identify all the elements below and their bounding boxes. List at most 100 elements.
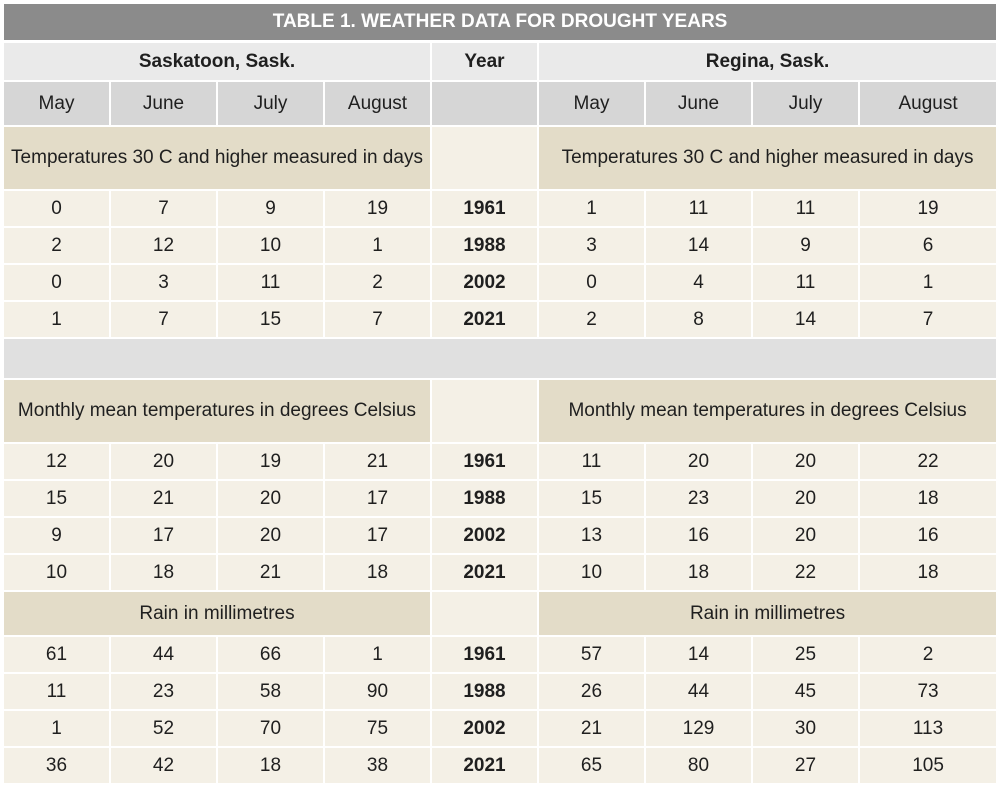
section-year-blank [430, 590, 538, 637]
table-row: 2 12 10 1 1988 3 14 9 6 [4, 226, 997, 264]
saskatoon-value-cell: 2 [4, 226, 110, 264]
year-cell: 1961 [430, 189, 538, 227]
regina-value-cell: 20 [751, 442, 859, 480]
table-row: 61 44 66 1 1961 57 14 25 2 [4, 635, 997, 673]
regina-value-cell: 20 [751, 479, 859, 517]
regina-value-cell: 26 [537, 672, 645, 710]
table-row: 10 18 21 18 2021 10 18 22 18 [4, 553, 997, 591]
section-year-blank [430, 378, 538, 444]
saskatoon-value-cell: 20 [109, 442, 217, 480]
year-cell: 2002 [430, 263, 538, 301]
regina-value-cell: 18 [857, 553, 997, 591]
regina-value-cell: 30 [751, 709, 859, 747]
saskatoon-value-cell: 3 [109, 263, 217, 301]
saskatoon-value-cell: 10 [216, 226, 324, 264]
year-cell: 2021 [430, 300, 538, 338]
regina-value-cell: 2 [537, 300, 645, 338]
table-row: 12 20 19 21 1961 11 20 20 22 [4, 442, 997, 480]
saskatoon-value-cell: 75 [323, 709, 431, 747]
regina-value-cell: 14 [644, 635, 752, 673]
saskatoon-value-cell: 11 [4, 672, 110, 710]
saskatoon-header: Saskatoon, Sask. [4, 41, 431, 82]
year-month-blank [430, 81, 538, 126]
regina-value-cell: 105 [857, 746, 997, 783]
section-header-mean-temperature: Monthly mean temperatures in degrees Cel… [4, 378, 997, 444]
regina-value-cell: 13 [537, 516, 645, 554]
section-label-saskatoon: Temperatures 30 C and higher measured in… [4, 125, 431, 191]
saskatoon-value-cell: 11 [216, 263, 324, 301]
table-row: 36 42 18 38 2021 65 80 27 105 [4, 746, 997, 783]
table-title: TABLE 1. WEATHER DATA FOR DROUGHT YEARS [4, 4, 997, 43]
saskatoon-value-cell: 12 [109, 226, 217, 264]
regina-month-june: June [644, 81, 752, 126]
section-label-regina: Rain in millimetres [536, 590, 997, 637]
regina-value-cell: 23 [644, 479, 752, 517]
regina-value-cell: 8 [644, 300, 752, 338]
table-row: 1 52 70 75 2002 21 129 30 113 [4, 709, 997, 747]
regina-value-cell: 65 [537, 746, 645, 783]
regina-value-cell: 3 [537, 226, 645, 264]
year-cell: 2021 [430, 746, 538, 783]
regina-value-cell: 73 [857, 672, 997, 710]
saskatoon-value-cell: 21 [216, 553, 324, 591]
year-cell: 2021 [430, 553, 538, 591]
regina-value-cell: 22 [857, 442, 997, 480]
regina-value-cell: 4 [644, 263, 752, 301]
spacer-cell [4, 337, 997, 379]
saskatoon-value-cell: 42 [109, 746, 217, 783]
weather-data-table: TABLE 1. WEATHER DATA FOR DROUGHT YEARS … [4, 4, 997, 783]
year-cell: 1988 [430, 479, 538, 517]
saskatoon-value-cell: 15 [216, 300, 324, 338]
saskatoon-value-cell: 1 [4, 709, 110, 747]
year-cell: 1961 [430, 442, 538, 480]
saskatoon-value-cell: 38 [323, 746, 431, 783]
saskatoon-value-cell: 7 [109, 189, 217, 227]
year-header: Year [430, 41, 538, 82]
saskatoon-value-cell: 17 [109, 516, 217, 554]
table-row: 0 7 9 19 1961 1 11 11 19 [4, 189, 997, 227]
saskatoon-value-cell: 90 [323, 672, 431, 710]
regina-value-cell: 18 [857, 479, 997, 517]
regina-value-cell: 7 [857, 300, 997, 338]
regina-month-july: July [751, 81, 859, 126]
saskatoon-value-cell: 15 [4, 479, 110, 517]
regina-value-cell: 1 [857, 263, 997, 301]
regina-value-cell: 11 [751, 189, 859, 227]
regina-value-cell: 45 [751, 672, 859, 710]
year-cell: 1961 [430, 635, 538, 673]
saskatoon-value-cell: 36 [4, 746, 110, 783]
saskatoon-value-cell: 17 [323, 516, 431, 554]
regina-value-cell: 15 [537, 479, 645, 517]
regina-value-cell: 14 [644, 226, 752, 264]
saskatoon-month-july: July [216, 81, 324, 126]
saskatoon-value-cell: 1 [4, 300, 110, 338]
saskatoon-value-cell: 61 [4, 635, 110, 673]
saskatoon-value-cell: 1 [323, 635, 431, 673]
table-row: 1 7 15 7 2021 2 8 14 7 [4, 300, 997, 338]
table-row: 11 23 58 90 1988 26 44 45 73 [4, 672, 997, 710]
saskatoon-value-cell: 17 [323, 479, 431, 517]
section-year-blank [430, 125, 538, 191]
regina-value-cell: 20 [644, 442, 752, 480]
year-cell: 1988 [430, 226, 538, 264]
saskatoon-value-cell: 0 [4, 189, 110, 227]
regina-value-cell: 9 [751, 226, 859, 264]
saskatoon-value-cell: 58 [216, 672, 324, 710]
regina-value-cell: 16 [644, 516, 752, 554]
saskatoon-value-cell: 12 [4, 442, 110, 480]
saskatoon-value-cell: 9 [216, 189, 324, 227]
regina-value-cell: 1 [537, 189, 645, 227]
saskatoon-value-cell: 18 [109, 553, 217, 591]
regina-value-cell: 80 [644, 746, 752, 783]
regina-value-cell: 19 [857, 189, 997, 227]
saskatoon-value-cell: 23 [109, 672, 217, 710]
saskatoon-value-cell: 18 [216, 746, 324, 783]
regina-value-cell: 2 [857, 635, 997, 673]
regina-value-cell: 11 [751, 263, 859, 301]
regina-header: Regina, Sask. [536, 41, 997, 82]
saskatoon-value-cell: 2 [323, 263, 431, 301]
section-label-regina: Temperatures 30 C and higher measured in… [536, 125, 997, 191]
regina-value-cell: 57 [537, 635, 645, 673]
saskatoon-value-cell: 9 [4, 516, 110, 554]
regina-value-cell: 10 [537, 553, 645, 591]
